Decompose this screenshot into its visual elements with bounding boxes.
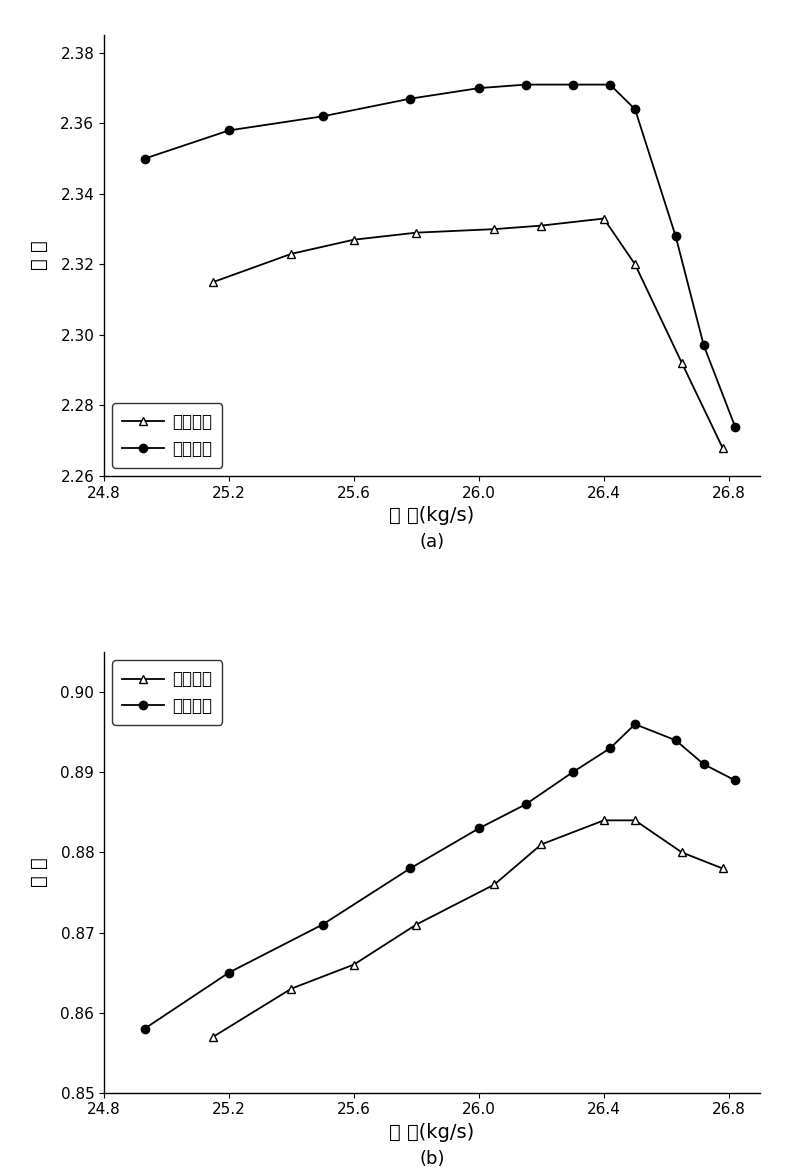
环量优化 [699,338,709,352]
环量优化 [406,92,415,106]
环量优化 [730,419,740,434]
环量优化 [730,773,740,787]
初始设计 [718,861,727,875]
Line: 初始设计: 初始设计 [209,214,726,452]
Line: 环量优化: 环量优化 [141,720,739,1033]
环量优化 [318,109,327,123]
环量优化 [671,229,681,243]
初始设计 [677,356,686,370]
环量优化 [521,798,530,812]
初始设计 [411,918,421,932]
Line: 初始设计: 初始设计 [209,817,726,1041]
环量优化 [606,78,615,92]
环量优化 [140,152,150,166]
初始设计 [490,878,499,892]
初始设计 [718,441,727,455]
初始设计 [349,958,358,972]
初始设计 [537,838,546,852]
环量优化 [224,966,234,980]
Text: (a): (a) [419,533,445,551]
环量优化 [568,78,578,92]
Y-axis label: 效 率: 效 率 [30,858,50,887]
环量优化 [521,78,530,92]
Text: (b): (b) [419,1150,445,1168]
环量优化 [630,102,640,116]
X-axis label: 流 量(kg/s): 流 量(kg/s) [390,506,474,525]
X-axis label: 流 量(kg/s): 流 量(kg/s) [390,1123,474,1142]
初始设计 [209,1029,218,1043]
环量优化 [140,1021,150,1035]
初始设计 [677,845,686,859]
初始设计 [490,222,499,236]
环量优化 [699,757,709,771]
初始设计 [286,247,296,261]
环量优化 [474,821,484,835]
初始设计 [630,813,640,827]
初始设计 [411,226,421,240]
环量优化 [568,765,578,779]
初始设计 [599,212,609,226]
初始设计 [209,275,218,289]
环量优化 [406,861,415,875]
Y-axis label: 压 比: 压 比 [30,241,49,270]
环量优化 [671,733,681,747]
初始设计 [630,257,640,271]
环量优化 [318,918,327,932]
初始设计 [599,813,609,827]
Legend: 初始设计, 环量优化: 初始设计, 环量优化 [112,660,222,725]
Legend: 初始设计, 环量优化: 初始设计, 环量优化 [112,403,222,468]
环量优化 [630,717,640,731]
初始设计 [537,219,546,233]
初始设计 [286,981,296,995]
Line: 环量优化: 环量优化 [141,80,739,431]
环量优化 [224,123,234,137]
环量优化 [606,741,615,756]
初始设计 [349,233,358,247]
环量优化 [474,81,484,95]
